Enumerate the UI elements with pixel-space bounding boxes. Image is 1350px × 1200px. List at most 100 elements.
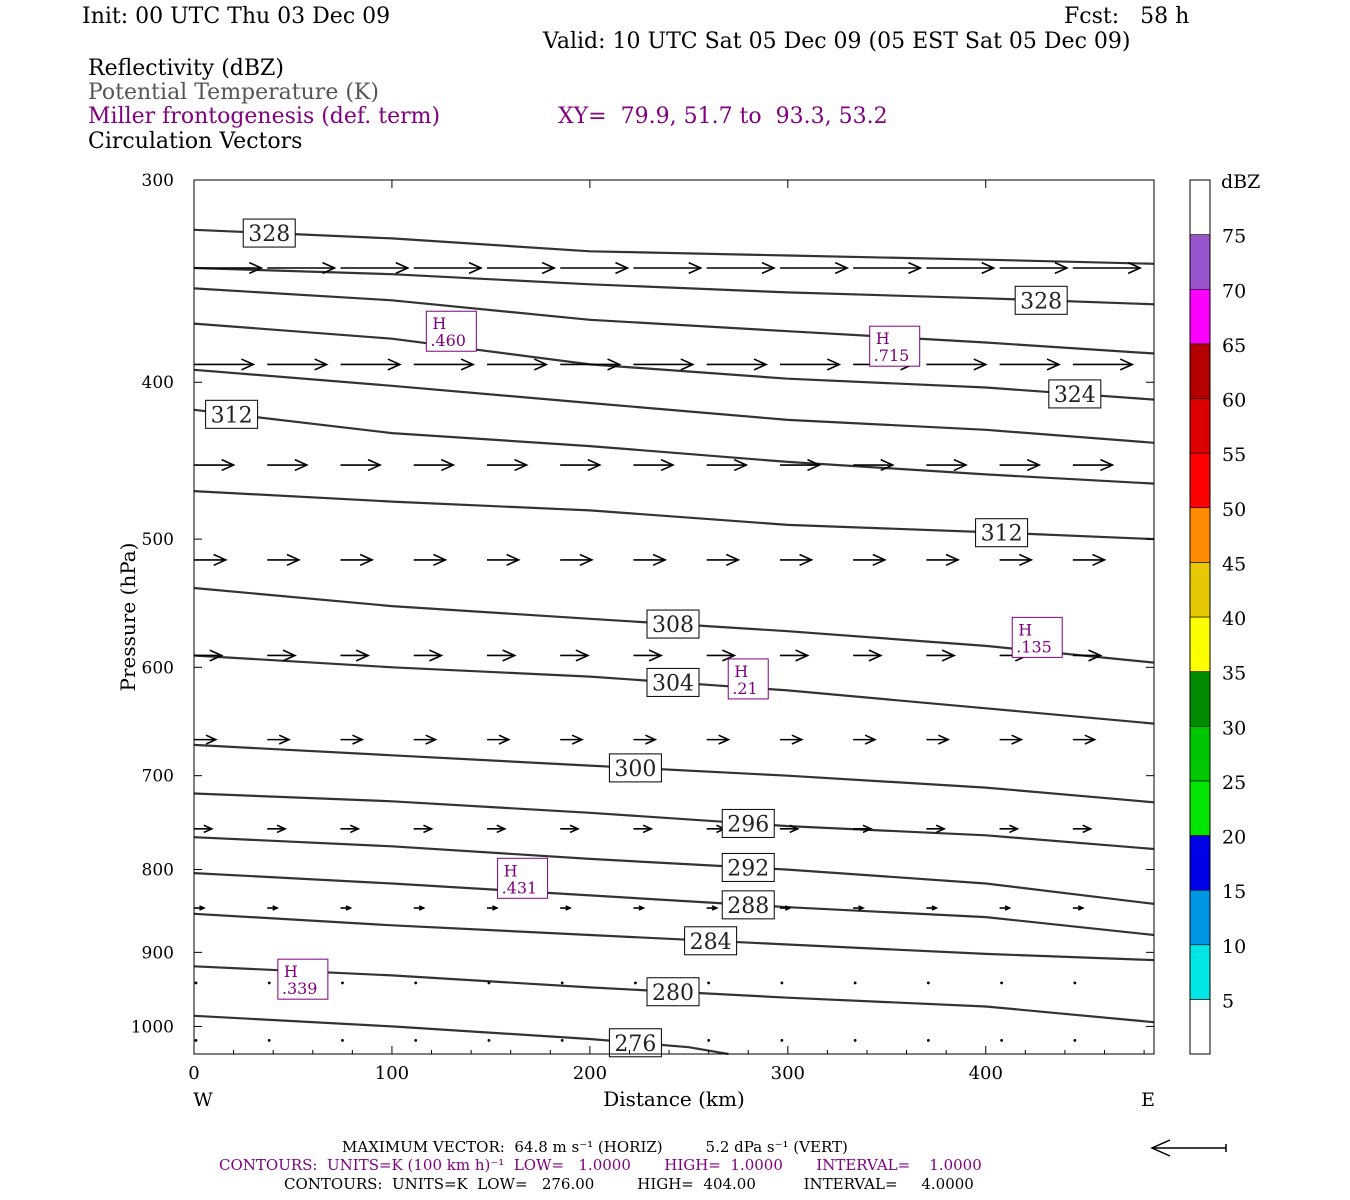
vector-arrowhead	[1046, 358, 1061, 371]
vector-arrowhead	[440, 458, 456, 472]
vector-arrowhead	[248, 261, 264, 275]
vector-arrowhead	[1011, 734, 1024, 745]
vector-arrowhead	[660, 458, 675, 472]
vector-arrowhead	[506, 553, 521, 567]
vector-arrowhead	[418, 905, 426, 911]
vector-arrowhead	[935, 824, 947, 834]
theta-contour	[193, 322, 1155, 401]
contours-theta-text: CONTOURS: UNITS=K LOW= 276.00 HIGH= 404.…	[284, 1175, 974, 1193]
vector-arrowhead	[1082, 824, 1093, 834]
vector-arrowhead	[352, 734, 365, 745]
field-frontogenesis: Miller frontogenesis (def. term)	[88, 104, 441, 129]
vector-arrowhead	[807, 458, 822, 472]
vector-arrowhead	[726, 553, 741, 567]
vector-arrowhead	[711, 905, 719, 911]
colorbar-swatch	[1189, 671, 1211, 727]
contour-label-box	[646, 977, 700, 1007]
contour-label-box	[608, 753, 662, 783]
colorbar-label: 55	[1222, 444, 1246, 466]
fronto-max-label: H	[876, 329, 890, 348]
colorbar-label: 20	[1222, 827, 1246, 849]
vector-arrowhead	[938, 734, 951, 745]
y-tick-label: 900	[142, 943, 174, 963]
vector-arrowhead	[795, 649, 810, 662]
circulation-vector	[1073, 1038, 1077, 1042]
vector-arrowhead	[1088, 649, 1103, 662]
vector-arrowhead	[241, 358, 256, 371]
vector-arrowhead	[908, 261, 923, 275]
vector-arrowhead	[1054, 261, 1069, 275]
field-reflectivity: Reflectivity (dBZ)	[88, 56, 284, 81]
circulation-vector	[926, 1038, 930, 1042]
circulation-vector	[487, 1038, 491, 1042]
theta-contour	[193, 266, 1155, 306]
vector-arrowhead	[789, 824, 800, 834]
contour-label: 276	[614, 1032, 656, 1057]
colorbar-label: 40	[1222, 608, 1246, 630]
vector-arrowhead	[872, 553, 887, 567]
vector-arrowhead	[502, 649, 517, 662]
contour-label-box	[721, 890, 775, 920]
colorbar-swatch	[1189, 507, 1211, 563]
colorbar-swatch	[1189, 944, 1211, 1000]
vector-arrowhead	[1026, 458, 1042, 472]
contour-label-box	[721, 852, 775, 882]
vector-arrowhead	[575, 649, 590, 662]
theta-contour	[193, 836, 1155, 905]
vector-arrowhead	[433, 553, 448, 567]
vector-arrowhead	[1092, 553, 1107, 567]
contour-label: 312	[981, 522, 1023, 547]
vector-arrowhead	[638, 905, 646, 911]
fronto-max-box	[497, 857, 549, 899]
colorbar-label: 50	[1222, 499, 1246, 521]
vector-arrowhead	[278, 734, 291, 745]
contour-label: 288	[727, 894, 769, 919]
circulation-vector	[194, 981, 198, 985]
circulation-vector	[414, 1038, 418, 1042]
circulation-vector	[341, 1038, 344, 1042]
fronto-max-value: .715	[874, 346, 910, 365]
vector-arrowhead	[1018, 553, 1034, 567]
colorbar-swatch	[1189, 835, 1211, 891]
field-potential-temperature: Potential Temperature (K)	[88, 80, 379, 105]
contour-label: 324	[1054, 383, 1096, 408]
theta-contour	[193, 792, 1155, 851]
contour-label: 280	[652, 981, 694, 1006]
vector-arrowhead	[534, 358, 549, 371]
contour-label: 284	[690, 930, 732, 955]
fronto-max-box	[727, 658, 769, 700]
plot-frame	[193, 179, 1155, 1055]
vector-arrowhead	[785, 905, 792, 911]
vector-arrowhead	[688, 261, 703, 275]
y-tick-label: 300	[142, 171, 174, 191]
circulation-vector	[853, 981, 857, 985]
colorbar-swatch	[1189, 452, 1211, 509]
colorbar-label: 45	[1222, 553, 1246, 575]
vector-arrowhead	[1077, 905, 1085, 911]
vector-arrowhead	[498, 734, 511, 745]
circulation-vector	[414, 981, 418, 985]
vector-arrowhead	[880, 458, 895, 472]
circulation-vector	[267, 1038, 271, 1042]
vector-arrowhead	[276, 824, 288, 834]
vector-arrowhead	[213, 553, 228, 567]
circulation-vector	[267, 981, 271, 985]
contour-label: 304	[652, 671, 694, 696]
vector-arrowhead	[282, 649, 297, 662]
vector-arrowhead	[648, 649, 664, 662]
colorbar-label: 25	[1222, 772, 1246, 794]
vector-arrowhead	[826, 358, 842, 371]
vector-arrowhead	[425, 734, 438, 745]
contour-label: 296	[727, 812, 769, 837]
fronto-max-box	[869, 325, 921, 367]
contour-label-box	[721, 808, 775, 838]
fronto-max-box	[1011, 616, 1063, 658]
vector-arrowhead	[322, 261, 337, 275]
fronto-max-label: H	[504, 861, 518, 880]
contour-labels: 328 328 324 312 312 308 304 300 296 292 288 284 280 2…	[205, 218, 1102, 1058]
theta-contour	[193, 872, 1155, 937]
vector-arrowhead	[579, 553, 594, 567]
y-tick-label: 800	[142, 861, 174, 881]
colorbar-label: 65	[1222, 335, 1246, 357]
